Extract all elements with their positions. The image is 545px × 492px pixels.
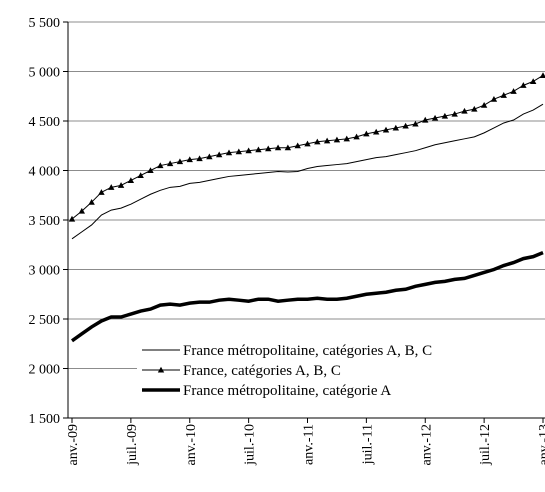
marker xyxy=(245,147,252,154)
y-tick-label: 2 000 xyxy=(29,363,61,378)
y-tick-label: 3 500 xyxy=(29,214,61,229)
series-line xyxy=(71,75,544,220)
marker xyxy=(186,156,193,163)
series-line xyxy=(70,251,544,343)
y-tick-label: 5 000 xyxy=(29,66,61,81)
marker xyxy=(500,92,507,98)
x-tick-label: anv.-09 xyxy=(66,424,81,465)
marker xyxy=(274,144,282,151)
marker xyxy=(539,72,545,79)
marker xyxy=(157,162,164,169)
marker xyxy=(166,160,174,167)
marker xyxy=(529,78,537,84)
marker xyxy=(127,177,135,183)
marker xyxy=(471,105,478,112)
marker xyxy=(461,107,468,114)
marker xyxy=(176,158,184,165)
marker xyxy=(372,128,380,135)
marker xyxy=(147,167,154,174)
marker xyxy=(490,96,498,102)
x-tick-label: juil.-09 xyxy=(125,424,140,466)
legend-label: France métropolitaine, catégories A, B, … xyxy=(183,343,432,359)
x-tick-label: anv.-10 xyxy=(184,424,199,465)
legend: France métropolitaine, catégories A, B, … xyxy=(137,338,545,404)
x-tick-label: juil.-10 xyxy=(243,424,258,466)
marker xyxy=(520,82,527,88)
x-tick-label: juil.-12 xyxy=(478,424,493,466)
marker xyxy=(78,207,86,214)
marker xyxy=(98,189,105,195)
marker xyxy=(431,114,439,121)
marker xyxy=(304,140,311,147)
marker xyxy=(265,145,272,152)
x-tick-label: anv.-11 xyxy=(302,424,317,465)
marker xyxy=(412,120,419,127)
y-tick-label: 2 500 xyxy=(29,313,61,328)
marker xyxy=(382,126,390,133)
marker xyxy=(392,124,400,131)
marker xyxy=(284,144,292,151)
y-tick-label: 1 500 xyxy=(29,412,61,427)
marker xyxy=(255,146,262,153)
y-tick-label: 4 000 xyxy=(29,165,61,180)
marker xyxy=(314,138,321,145)
marker xyxy=(206,153,213,160)
marker xyxy=(333,136,341,143)
x-tick-label: juil.-11 xyxy=(360,424,375,465)
x-tick-label: anv.-12 xyxy=(419,424,434,465)
marker xyxy=(451,110,458,117)
legend-label: France, catégories A, B, C xyxy=(183,363,341,379)
legend-marker xyxy=(157,366,165,373)
marker xyxy=(215,151,223,158)
marker xyxy=(196,155,203,162)
marker xyxy=(88,198,95,205)
marker xyxy=(343,135,350,142)
y-tick-label: 4 500 xyxy=(29,115,61,130)
marker xyxy=(294,142,301,149)
marker xyxy=(137,172,144,179)
y-tick-label: 5 500 xyxy=(29,16,61,31)
marker xyxy=(441,112,449,119)
y-tick-label: 3 000 xyxy=(29,264,61,279)
marker xyxy=(402,122,409,129)
marker xyxy=(323,137,331,144)
series-line xyxy=(71,103,544,240)
marker xyxy=(510,88,517,94)
marker xyxy=(225,149,233,156)
legend-label: France métropolitaine, catégorie A xyxy=(183,383,391,399)
marker xyxy=(117,182,125,188)
marker xyxy=(422,116,429,123)
marker xyxy=(108,184,115,190)
marker xyxy=(235,148,243,155)
legend-box xyxy=(137,338,545,404)
marker xyxy=(353,133,360,140)
marker xyxy=(363,130,370,137)
marker xyxy=(68,215,76,222)
x-tick-label: anv.-13 xyxy=(537,424,545,465)
marker xyxy=(480,101,488,108)
